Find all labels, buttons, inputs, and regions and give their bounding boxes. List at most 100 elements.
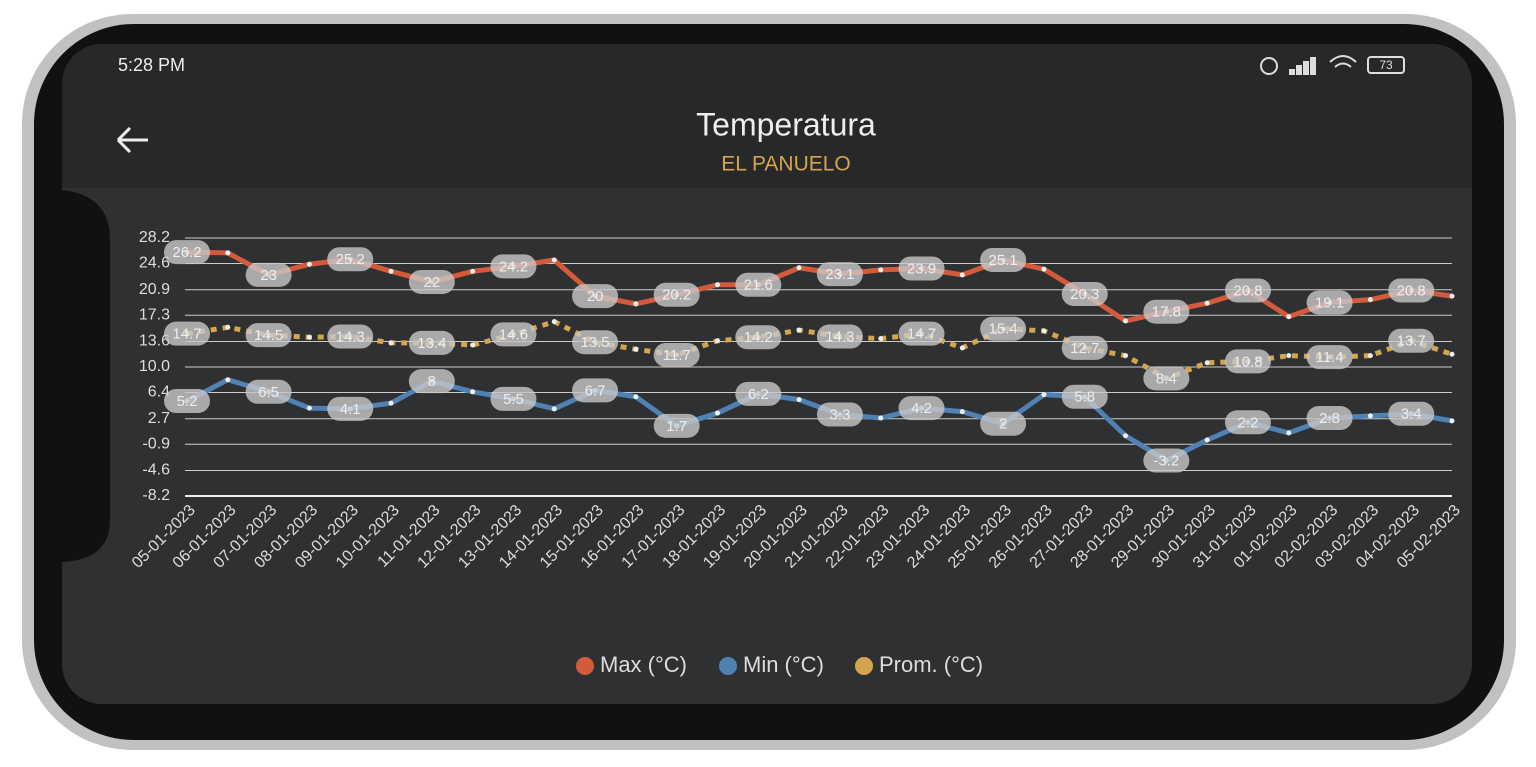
label-bg	[490, 386, 537, 411]
label-bg	[164, 389, 210, 414]
legend-label: Prom. (°C)	[879, 652, 983, 677]
y-tick-label: -8.2	[142, 487, 170, 504]
label-bg	[898, 321, 945, 346]
data-label: 17.8	[1152, 304, 1181, 321]
point	[796, 265, 802, 271]
point	[633, 301, 639, 307]
data-label: 8	[428, 373, 436, 390]
label-bg	[1061, 384, 1108, 409]
data-label: 20.8	[1233, 282, 1262, 299]
label-bg	[572, 284, 619, 309]
label-bg	[898, 396, 945, 421]
app-bar-bottom	[62, 150, 1472, 188]
data-label: 25.1	[989, 252, 1018, 269]
data-label: 20.2	[662, 287, 691, 304]
data-label: 4.2	[911, 400, 932, 417]
point	[714, 410, 720, 416]
data-label: 3.4	[1401, 406, 1422, 423]
point	[306, 405, 312, 411]
label-bg	[653, 413, 700, 438]
data-label: 6.5	[258, 384, 279, 401]
point	[225, 324, 231, 330]
status-icons	[1260, 55, 1405, 75]
label-bg	[980, 411, 1027, 436]
label-bg	[327, 396, 374, 421]
data-label: 14.3	[825, 328, 854, 345]
label-bg	[1143, 448, 1190, 473]
point	[714, 282, 720, 288]
y-tick-label: -0.9	[142, 435, 170, 452]
data-label: 4.1	[340, 401, 361, 418]
label-bg	[1306, 290, 1353, 315]
point	[633, 346, 639, 352]
label-bg	[735, 381, 782, 406]
point	[878, 267, 884, 273]
point	[633, 394, 639, 400]
label-bg	[245, 262, 292, 287]
y-tick-label: 24.6	[139, 255, 170, 272]
point	[1123, 318, 1129, 324]
data-label: 2	[999, 416, 1007, 433]
point	[388, 268, 394, 274]
point	[306, 261, 312, 267]
data-label: 20.8	[1397, 282, 1426, 299]
point	[1204, 360, 1210, 366]
data-label: 23.9	[907, 260, 936, 277]
back-button[interactable]	[116, 126, 148, 154]
label-bg	[490, 322, 537, 347]
data-label: 6.7	[585, 382, 606, 399]
data-label: 11.4	[1316, 349, 1344, 366]
data-label: 23	[260, 267, 277, 284]
label-bg	[816, 324, 863, 349]
data-label: 10.8	[1233, 353, 1262, 370]
data-label: 20	[587, 288, 604, 305]
point	[959, 345, 965, 351]
point	[959, 272, 965, 278]
notch	[62, 190, 110, 562]
y-tick-label: 28.2	[139, 229, 170, 246]
label-bg	[327, 247, 374, 272]
label-bg	[408, 369, 455, 394]
label-bg	[572, 330, 619, 355]
data-label: 14.6	[499, 326, 528, 343]
data-label: 13.5	[580, 334, 609, 351]
point	[796, 397, 802, 403]
data-label: 25.2	[336, 251, 365, 268]
label-bg	[653, 342, 700, 367]
label-bg	[245, 379, 292, 404]
label-bg	[408, 269, 455, 294]
label-bg	[1306, 345, 1353, 370]
data-label: 23.1	[825, 266, 854, 283]
data-label: 5.8	[1074, 389, 1095, 406]
label-bg	[735, 325, 782, 350]
point	[1204, 300, 1210, 306]
y-tick-label: 13.6	[139, 333, 170, 350]
label-bg	[816, 262, 863, 287]
y-tick-label: 17.3	[139, 306, 170, 323]
point	[225, 377, 231, 383]
point	[1041, 328, 1047, 334]
label-bg	[653, 282, 700, 307]
point	[470, 268, 476, 274]
y-tick-label: 2.7	[148, 410, 170, 427]
point	[1367, 297, 1373, 303]
data-label: 5.5	[503, 391, 524, 408]
legend-label: Max (°C)	[600, 652, 687, 677]
data-label: 14.5	[254, 327, 283, 344]
label-bg	[735, 272, 782, 297]
label-bg	[980, 247, 1027, 272]
data-label: 24.2	[499, 258, 528, 275]
data-label: 12.7	[1070, 340, 1099, 357]
point	[551, 406, 557, 412]
data-label: 8.4	[1156, 370, 1177, 387]
data-label: -3.2	[1153, 453, 1179, 470]
label-bg	[164, 240, 210, 265]
data-label: 19.1	[1315, 294, 1344, 311]
data-label: 22	[423, 274, 440, 291]
data-label: 2.2	[1238, 414, 1259, 431]
data-label: 5.2	[177, 393, 198, 410]
label-bg	[327, 324, 374, 349]
point	[714, 338, 720, 344]
label-bg	[1388, 278, 1435, 303]
